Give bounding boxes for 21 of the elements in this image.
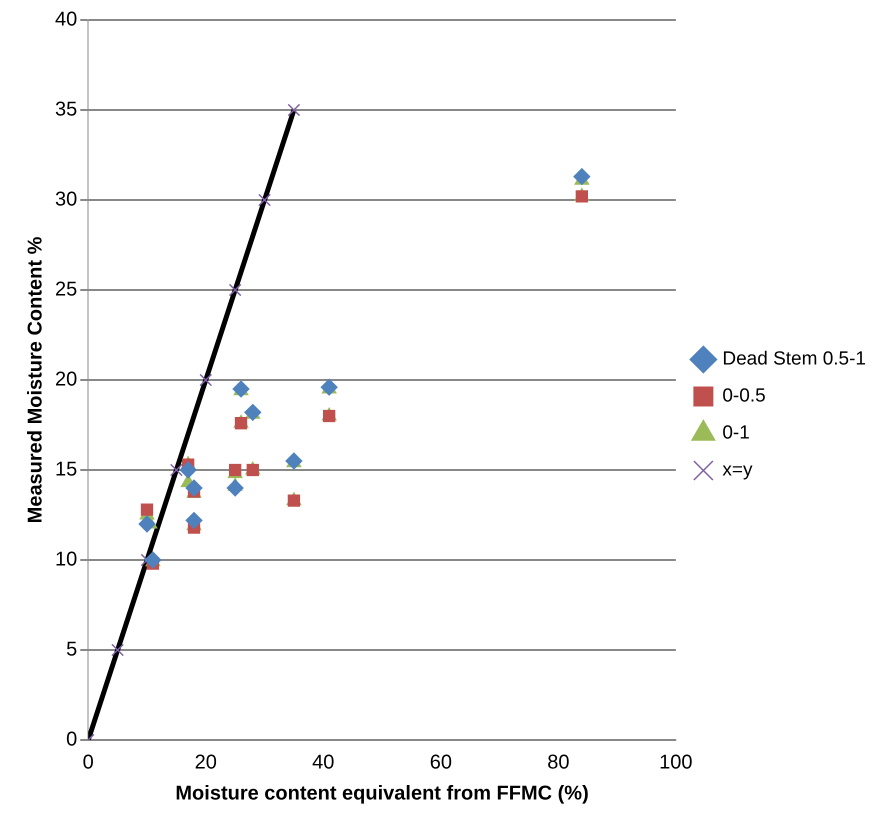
x-tick-label: 60 (430, 752, 452, 774)
x-axis-title: Moisture content equivalent from FFMC (%) (175, 782, 589, 805)
y-tick-label: 40 (54, 8, 78, 31)
legend-label: Dead Stem 0.5-1 (722, 348, 866, 370)
y-tick-label: 10 (54, 548, 78, 571)
y-tick-label: 0 (66, 728, 78, 751)
legend-label: 0-1 (722, 422, 750, 444)
y-tick-label: 20 (54, 368, 78, 391)
x-tick-label: 0 (82, 752, 94, 774)
x-tick-label: 40 (312, 752, 334, 774)
y-tick-label: 30 (54, 188, 78, 211)
y-tick-label: 5 (66, 638, 78, 661)
x-tick-label: 80 (547, 752, 570, 774)
legend-label: 0-0.5 (722, 386, 766, 407)
y-tick-label: 15 (54, 458, 78, 481)
x-tick-label: 100 (659, 752, 693, 774)
y-axis-title: Measured Moisture Content % (24, 236, 47, 524)
y-tick-label: 35 (54, 98, 78, 121)
y-tick-label: 25 (54, 278, 78, 301)
legend-label: x=y (722, 460, 753, 481)
x-tick-label: 20 (194, 752, 217, 774)
